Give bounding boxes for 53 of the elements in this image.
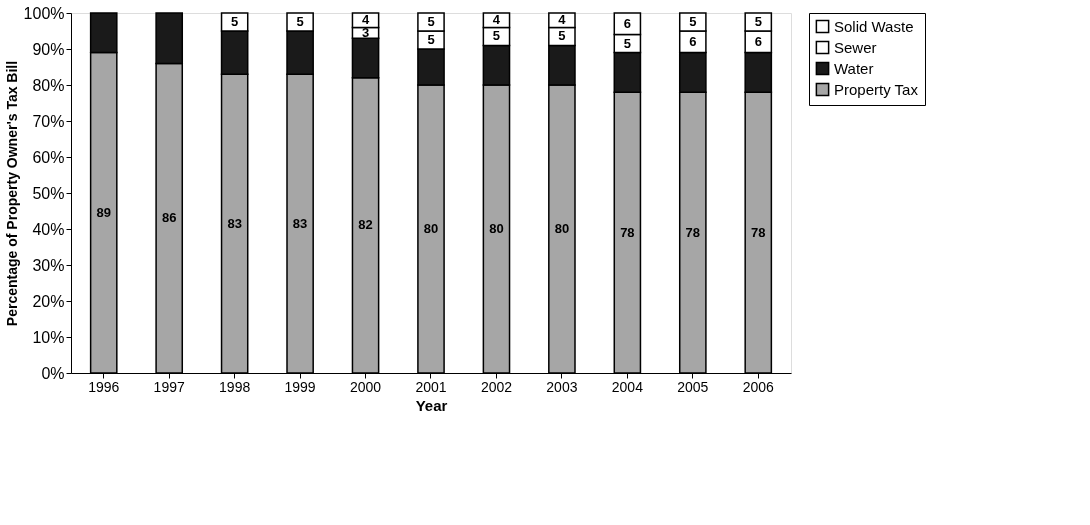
- y-tick-label: 90%: [32, 40, 65, 58]
- data-label: 5: [427, 32, 435, 47]
- data-label: 4: [558, 12, 567, 28]
- data-label: 5: [558, 28, 566, 44]
- x-tick-label: 1997: [153, 378, 185, 395]
- legend-label: Property Tax: [834, 80, 919, 98]
- y-tick-label: 30%: [32, 256, 65, 274]
- y-tick-label: 10%: [32, 328, 65, 346]
- x-tick-label: 1996: [88, 378, 120, 395]
- legend-label: Sewer: [834, 38, 877, 56]
- data-label: 78: [620, 224, 635, 240]
- data-label: 6: [754, 33, 762, 49]
- data-label: 78: [685, 224, 701, 240]
- data-label: 6: [689, 33, 697, 49]
- y-tick-label: 70%: [32, 112, 65, 130]
- data-label: 6: [623, 15, 631, 31]
- data-label: 4: [492, 12, 501, 28]
- data-label: 5: [754, 14, 762, 29]
- data-label: 83: [292, 215, 308, 231]
- y-tick-label: 80%: [32, 76, 65, 94]
- y-tick-label: 20%: [32, 292, 65, 310]
- data-label: 80: [423, 221, 439, 236]
- data-label: 5: [689, 14, 697, 29]
- legend-label: Water: [834, 59, 874, 77]
- data-label: 78: [751, 224, 766, 240]
- data-label: 86: [161, 210, 177, 226]
- x-axis-title: Year: [415, 396, 448, 414]
- x-tick-label: 2001: [415, 378, 447, 395]
- data-label: 5: [427, 14, 435, 29]
- x-tick-label: 2000: [349, 378, 382, 395]
- x-tick-label: 1999: [284, 378, 316, 395]
- y-tick-label: 40%: [32, 220, 65, 238]
- data-label: 5: [296, 14, 304, 29]
- x-tick-label: 2004: [611, 378, 644, 395]
- data-label: 5: [492, 28, 501, 44]
- data-label: 80: [554, 221, 570, 236]
- legend-label: Solid Waste: [834, 17, 914, 35]
- y-tick-label: 50%: [32, 184, 65, 202]
- y-axis-title: Percentage of Property Owner's Tax Bill: [3, 60, 20, 327]
- data-label: 5: [231, 14, 239, 29]
- x-tick-label: 2003: [546, 378, 578, 395]
- data-label: 83: [227, 215, 242, 231]
- y-tick-label: 100%: [23, 4, 65, 22]
- data-label: 89: [96, 204, 111, 220]
- x-tick-label: 2005: [677, 378, 709, 395]
- x-tick-label: 2002: [480, 378, 513, 395]
- y-tick-label: 60%: [32, 148, 65, 166]
- data-label: 80: [489, 221, 504, 236]
- y-tick-label: 0%: [41, 364, 65, 382]
- x-tick-label: 1998: [219, 378, 251, 395]
- data-label: 5: [623, 35, 631, 51]
- data-label: 82: [358, 217, 373, 233]
- x-tick-label: 2006: [742, 378, 775, 395]
